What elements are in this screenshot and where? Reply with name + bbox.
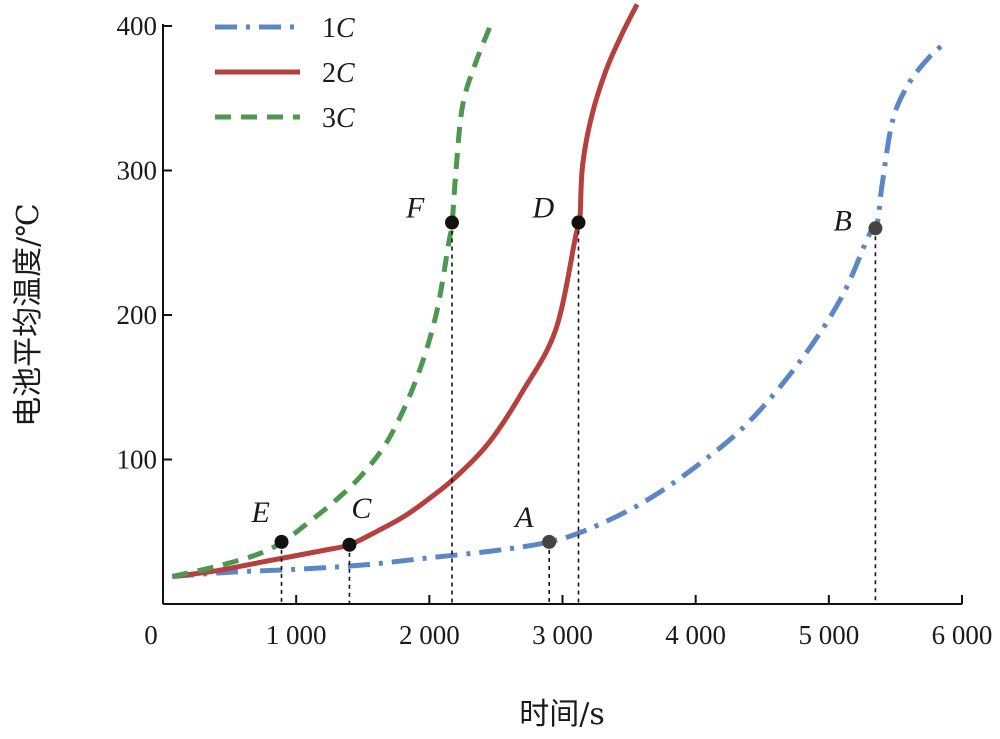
- point-A: [542, 534, 557, 549]
- y-axis-title: 电池平均温度/℃: [11, 203, 46, 427]
- point-label-A: A: [513, 501, 534, 534]
- point-C: [342, 537, 357, 552]
- point-D: [571, 215, 586, 230]
- series-layer: [171, 3, 947, 579]
- point-F: [444, 215, 459, 230]
- x-tick-label: 1 000: [266, 620, 327, 650]
- axes: 0 1 000 2 000 3 000 4 000 5 000 6 000 100 200 300…: [117, 11, 993, 650]
- x-tick-label: 4 000: [665, 620, 726, 650]
- legend: 1C 2C 3C: [215, 13, 355, 134]
- y-tick-label: 100: [117, 445, 158, 475]
- series-line-3C: [171, 17, 496, 579]
- x-axis-title: 时间/s: [519, 697, 605, 732]
- point-label-B: B: [833, 204, 851, 237]
- point-B: [868, 221, 883, 236]
- point-label-C: C: [351, 492, 372, 525]
- y-tick-label: 200: [117, 300, 158, 330]
- series-line-2C: [171, 3, 640, 579]
- x-tick-label: 0: [144, 620, 158, 650]
- point-E: [274, 534, 289, 549]
- legend-label-3C: 3C: [322, 103, 355, 134]
- x-tick-label: 5 000: [798, 620, 859, 650]
- point-label-F: F: [405, 192, 425, 225]
- markers-layer: A B C D E F: [251, 192, 883, 604]
- x-tick-label: 2 000: [399, 620, 460, 650]
- y-tick-label: 300: [117, 156, 158, 186]
- point-label-D: D: [531, 192, 554, 225]
- legend-label-1C: 1C: [322, 13, 355, 44]
- legend-label-2C: 2C: [322, 58, 355, 89]
- point-label-E: E: [251, 496, 270, 529]
- series-line-1C: [172, 41, 947, 579]
- x-tick-label: 6 000: [932, 620, 993, 650]
- x-tick-label: 3 000: [532, 620, 593, 650]
- y-tick-label: 400: [117, 11, 158, 41]
